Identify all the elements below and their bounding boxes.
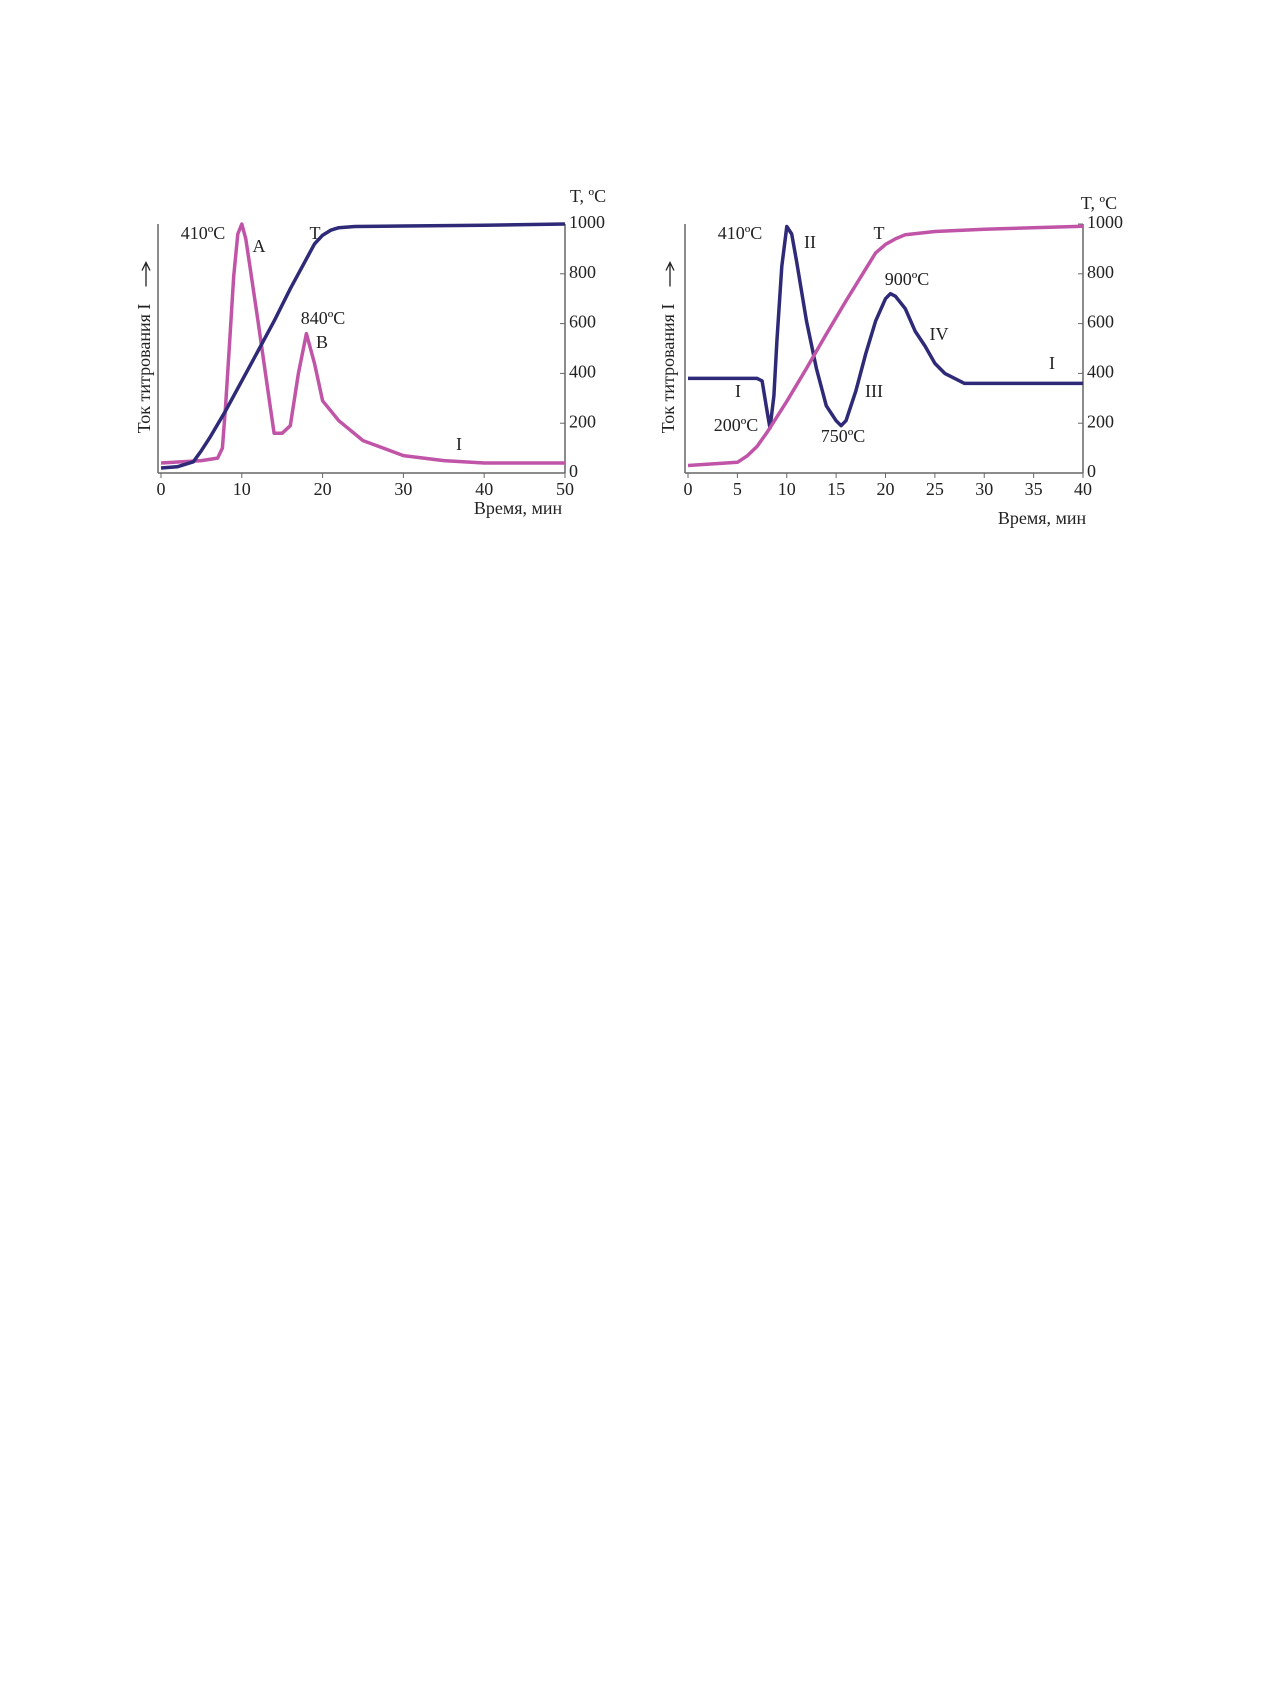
x-tick-label: 35 xyxy=(1025,479,1043,499)
y2-axis-title: T, ºC xyxy=(570,186,606,206)
annotation: 410ºC xyxy=(718,223,763,243)
annotation: 900ºC xyxy=(885,269,930,289)
y2-tick-label: 200 xyxy=(569,411,596,431)
x-tick-label: 40 xyxy=(1074,479,1092,499)
annotation: IV xyxy=(930,324,949,344)
y2-tick-label: 200 xyxy=(1087,411,1114,431)
x-tick-label: 20 xyxy=(877,479,895,499)
x-axis-title: Время, мин xyxy=(998,508,1087,528)
y2-tick-label: 0 xyxy=(569,461,578,481)
series-line xyxy=(160,222,565,465)
annotation: II xyxy=(804,232,816,252)
y2-tick-label: 800 xyxy=(569,262,596,282)
annotation: 410ºC xyxy=(181,223,226,243)
x-tick-label: 0 xyxy=(684,479,693,499)
annotation: A xyxy=(253,236,266,256)
annotation: III xyxy=(865,381,883,401)
annotation: 200ºC xyxy=(714,415,759,435)
annotation: T xyxy=(310,223,321,243)
x-tick-label: 25 xyxy=(926,479,944,499)
y2-tick-label: 1000 xyxy=(569,212,605,232)
x-axis-title: Время, мин xyxy=(474,498,563,518)
x-tick-label: 40 xyxy=(475,479,493,499)
x-tick-label: 50 xyxy=(556,479,574,499)
annotation: 840ºC xyxy=(301,308,346,328)
y2-tick-label: 400 xyxy=(1087,362,1114,382)
annotation: I xyxy=(1049,353,1055,373)
x-tick-label: 10 xyxy=(233,479,251,499)
y2-tick-label: 600 xyxy=(569,312,596,332)
x-tick-label: 0 xyxy=(157,479,166,499)
annotation: I xyxy=(456,434,462,454)
annotation: 750ºC xyxy=(821,426,866,446)
x-tick-label: 5 xyxy=(733,479,742,499)
annotation: I xyxy=(735,381,741,401)
y2-tick-label: 1000 xyxy=(1087,212,1123,232)
x-tick-label: 20 xyxy=(314,479,332,499)
y-axis-title: Ток титрования I xyxy=(658,304,678,434)
y-axis-title: Ток титрования I xyxy=(134,304,154,434)
y-axis-arrow xyxy=(665,261,675,287)
series-line xyxy=(160,222,566,470)
y2-tick-label: 600 xyxy=(1087,312,1114,332)
y-axis-arrow xyxy=(141,261,151,287)
x-tick-label: 30 xyxy=(975,479,993,499)
y2-tick-label: 0 xyxy=(1087,461,1096,481)
y2-axis-title: T, ºC xyxy=(1081,193,1117,213)
x-tick-label: 30 xyxy=(394,479,412,499)
series-line xyxy=(687,224,1084,468)
series-line xyxy=(688,224,1083,430)
annotation: B xyxy=(316,332,328,352)
x-tick-label: 10 xyxy=(778,479,796,499)
x-tick-label: 15 xyxy=(827,479,845,499)
y2-tick-label: 400 xyxy=(569,362,596,382)
y2-tick-label: 800 xyxy=(1087,262,1114,282)
annotation: T xyxy=(874,223,885,243)
